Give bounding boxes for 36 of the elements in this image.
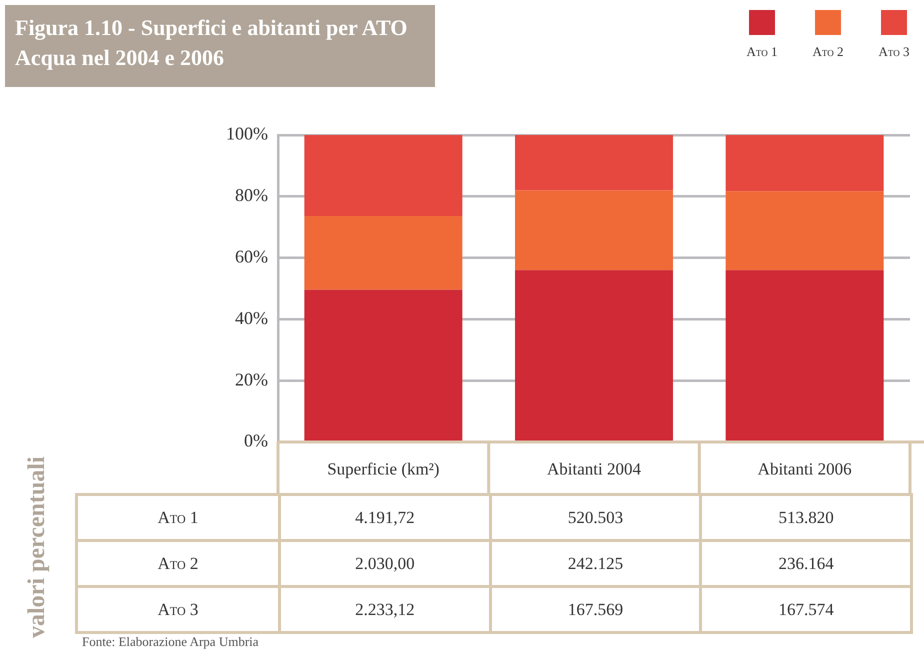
bar bbox=[726, 135, 884, 192]
legend-label: Ato 1 bbox=[746, 44, 778, 60]
text: 2.030,00 bbox=[280, 540, 490, 586]
legend-label: Ato 2 bbox=[812, 44, 844, 60]
text: 167.574 bbox=[700, 586, 912, 632]
text: 2.233,12 bbox=[280, 586, 490, 632]
y-tick-label: 60% bbox=[235, 246, 268, 267]
bar bbox=[304, 216, 462, 290]
text: valori percentuali bbox=[24, 456, 50, 638]
text: 242.125 bbox=[490, 540, 701, 586]
source-note: Fonte: Elaborazione Arpa Umbria bbox=[82, 634, 259, 650]
y-tick-label: 100% bbox=[226, 124, 268, 144]
chart-title: Figura 1.10 - Superfici e abitanti per ATO Acqua nel 2004 e 2006 bbox=[5, 5, 435, 87]
x-tick-label: Superficie (km²) bbox=[327, 460, 440, 479]
text: 236.164 bbox=[700, 540, 912, 586]
text: 513.820 bbox=[700, 494, 912, 540]
legend-label: Ato 3 bbox=[878, 44, 910, 60]
bar bbox=[515, 270, 673, 441]
bar bbox=[515, 190, 673, 270]
text: 4.191,72 bbox=[280, 494, 490, 540]
text: Ato 3 bbox=[158, 600, 198, 618]
text: Ato 2 bbox=[158, 554, 198, 572]
x-tick-label: Abitanti 2006 bbox=[758, 460, 852, 479]
y-tick-label: 20% bbox=[235, 369, 268, 390]
text: Ato 1 bbox=[158, 508, 198, 526]
text: 167.569 bbox=[490, 586, 701, 632]
bar bbox=[726, 191, 884, 270]
bar bbox=[304, 135, 462, 216]
bar bbox=[726, 270, 884, 441]
x-tick-label: Abitanti 2004 bbox=[547, 460, 642, 479]
text: 520.503 bbox=[490, 494, 701, 540]
bar bbox=[515, 135, 673, 190]
bar bbox=[304, 290, 462, 441]
y-tick-label: 40% bbox=[235, 308, 268, 328]
y-tick-label: 80% bbox=[235, 185, 268, 206]
y-tick-label: 0% bbox=[244, 430, 268, 451]
